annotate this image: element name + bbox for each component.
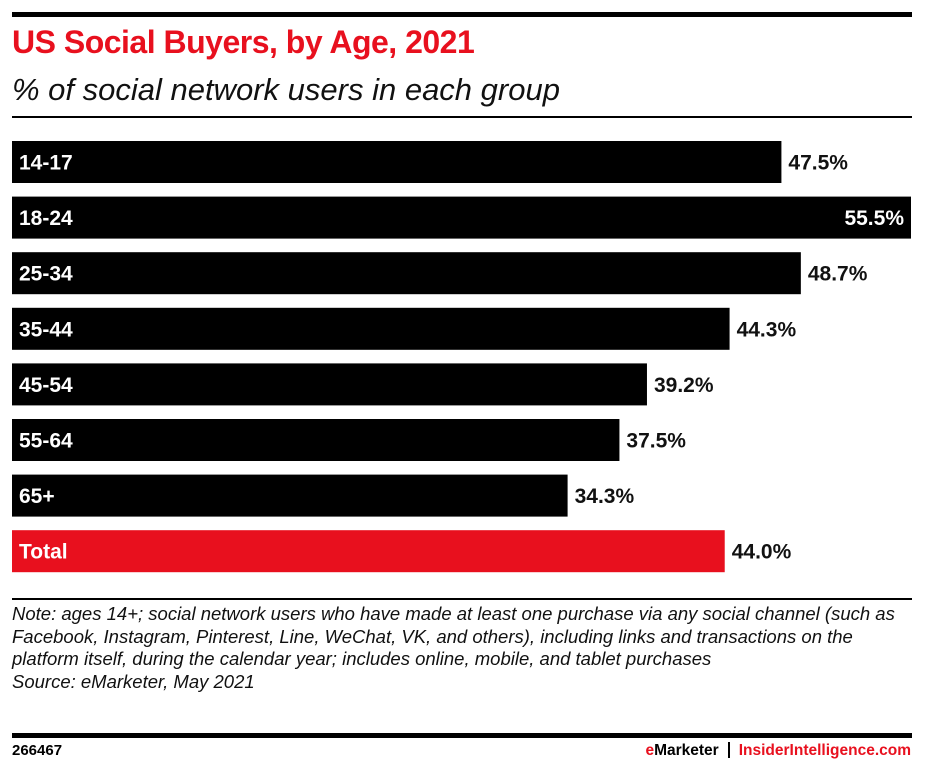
value-label: 37.5% xyxy=(626,430,686,453)
category-label: 45-54 xyxy=(19,374,73,397)
value-label: 55.5% xyxy=(844,207,904,230)
category-label: 14-17 xyxy=(19,152,73,175)
top-rule xyxy=(12,12,912,17)
bar-group-45-54: 45-54 39.2% xyxy=(12,363,714,406)
bar-45-54 xyxy=(12,363,647,406)
bottom-rule xyxy=(12,733,912,738)
value-label: 47.5% xyxy=(788,152,848,175)
note-text: Note: ages 14+; social network users who… xyxy=(12,603,895,669)
chart-id: 266467 xyxy=(12,742,63,759)
brand-name: Marketer xyxy=(654,742,719,759)
footer-brand: eMarketer InsiderIntelligence.com xyxy=(645,742,911,760)
source-text: Source: eMarketer, May 2021 xyxy=(12,670,255,692)
chart-title: US Social Buyers, by Age, 2021 xyxy=(12,24,475,60)
header-divider xyxy=(12,116,912,118)
category-label: Total xyxy=(19,541,68,564)
bar-chart: 14-17 47.5% 18-24 55.5% 25-34 48.7% 35-44 44.3%… xyxy=(12,141,911,573)
bar-25-34 xyxy=(12,252,801,295)
chart-notes: Note: ages 14+; social network users who… xyxy=(12,603,917,693)
value-label: 44.0% xyxy=(732,541,792,564)
bar-group-18-24: 18-24 55.5% xyxy=(12,196,911,239)
bar-18-24 xyxy=(12,196,911,239)
bar-group-14-17: 14-17 47.5% xyxy=(12,141,848,183)
category-label: 25-34 xyxy=(19,263,73,286)
bar-group-total: Total 44.0% xyxy=(12,530,792,573)
notes-divider xyxy=(12,598,912,600)
bar-55-64 xyxy=(12,419,620,461)
value-label: 39.2% xyxy=(654,374,714,397)
bar-65+ xyxy=(12,474,568,517)
brand-e: e xyxy=(645,742,655,759)
bar-total xyxy=(12,530,725,573)
bar-group-35-44: 35-44 44.3% xyxy=(12,307,797,350)
bar-group-25-34: 25-34 48.7% xyxy=(12,252,868,295)
value-label: 44.3% xyxy=(737,318,797,341)
bar-14-17 xyxy=(12,141,782,183)
category-label: 35-44 xyxy=(19,318,73,341)
value-label: 34.3% xyxy=(575,485,635,508)
bar-group-55-64: 55-64 37.5% xyxy=(12,419,686,461)
category-label: 18-24 xyxy=(19,207,73,230)
category-label: 55-64 xyxy=(19,430,73,453)
bar-35-44 xyxy=(12,307,730,350)
bar-group-65+: 65+ 34.3% xyxy=(12,474,635,517)
brand-separator xyxy=(727,742,730,758)
chart-subtitle: % of social network users in each group xyxy=(12,72,560,107)
brand-site-link[interactable]: InsiderIntelligence.com xyxy=(738,742,911,759)
category-label: 65+ xyxy=(19,485,55,508)
value-label: 48.7% xyxy=(808,263,868,286)
